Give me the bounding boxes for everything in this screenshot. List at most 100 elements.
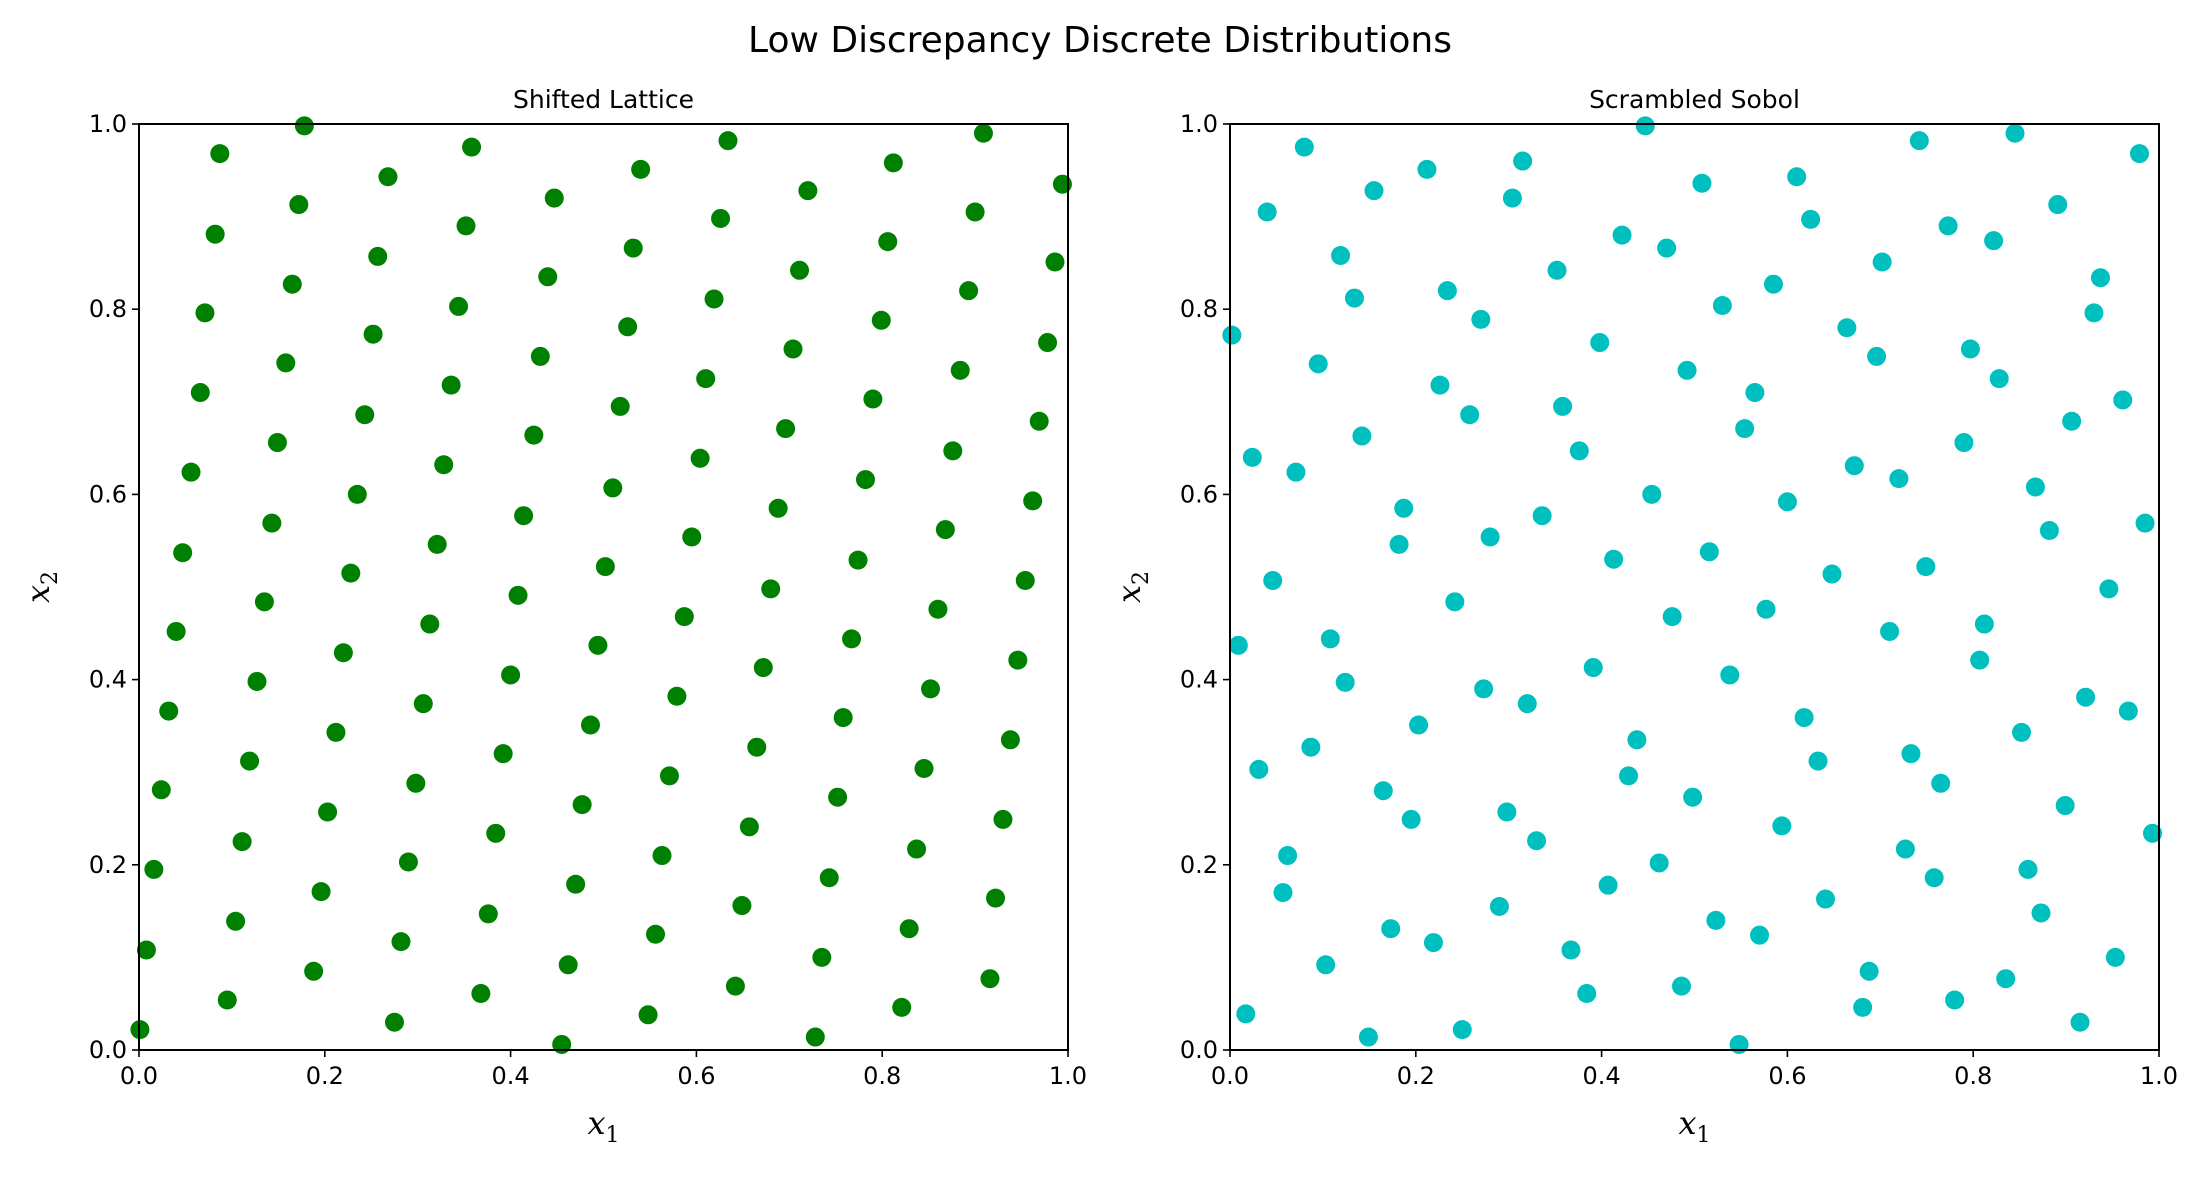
data-point — [1872, 252, 1892, 272]
data-point — [1612, 225, 1632, 245]
data-point — [2005, 123, 2025, 143]
data-point — [240, 751, 260, 771]
x-tick-label: 0.0 — [1211, 1062, 1249, 1090]
data-point — [1527, 831, 1547, 851]
data-point — [986, 888, 1006, 908]
data-point — [552, 1034, 572, 1054]
data-point — [1598, 875, 1618, 895]
x-tick-label: 0.8 — [1954, 1062, 1992, 1090]
data-point — [151, 780, 171, 800]
data-point — [254, 592, 274, 612]
data-point — [980, 969, 1000, 989]
y-tick-label: 0.4 — [89, 666, 127, 694]
data-point — [1683, 787, 1703, 807]
data-point — [1029, 411, 1049, 431]
data-point — [2142, 823, 2162, 843]
data-point — [406, 773, 426, 793]
data-point — [217, 990, 237, 1010]
data-point — [2135, 513, 2155, 533]
y-tick-label: 1.0 — [89, 110, 127, 138]
data-point — [1409, 715, 1429, 735]
data-point — [1023, 491, 1043, 511]
data-point — [462, 137, 482, 157]
data-point — [363, 324, 383, 344]
data-point — [718, 131, 738, 151]
y-tick-label: 0.6 — [89, 480, 127, 508]
data-point — [326, 722, 346, 742]
data-point — [413, 694, 433, 714]
data-point — [1895, 839, 1915, 859]
data-point — [1970, 650, 1990, 670]
data-point — [1532, 506, 1552, 526]
data-point — [753, 658, 773, 678]
data-point — [1358, 1027, 1378, 1047]
data-point — [136, 940, 156, 960]
subplot-title: Shifted Lattice — [513, 85, 694, 114]
data-point — [2018, 859, 2038, 879]
data-point — [659, 766, 679, 786]
data-point — [210, 144, 230, 164]
data-point — [638, 1005, 658, 1025]
data-point — [1699, 542, 1719, 562]
data-point — [195, 303, 215, 323]
data-point — [588, 635, 608, 655]
data-point — [1889, 469, 1909, 489]
subplot-title: Scrambled Sobol — [1589, 85, 1800, 114]
data-point — [434, 455, 454, 475]
data-point — [1756, 599, 1776, 619]
data-point — [2048, 195, 2068, 215]
y-tick-label: 0.8 — [89, 295, 127, 323]
data-point — [1257, 202, 1277, 222]
data-point — [935, 520, 955, 540]
data-point — [1844, 456, 1864, 476]
data-point — [544, 188, 564, 208]
data-point — [790, 260, 810, 280]
y-tick-label: 0.2 — [89, 851, 127, 879]
data-point — [1417, 159, 1437, 179]
data-point — [631, 159, 651, 179]
data-point — [1489, 896, 1509, 916]
data-point — [341, 563, 361, 583]
data-point — [1222, 325, 1242, 345]
data-point — [1423, 933, 1443, 953]
subplots: Shifted Lattice 0.0 0.2 0.4 0.6 0.8 1.0 0.0 0.2 0… — [19, 85, 2178, 1148]
data-point — [1745, 383, 1765, 403]
data-point — [1880, 621, 1900, 641]
data-point — [1052, 174, 1072, 194]
data-point — [378, 167, 398, 187]
data-point — [1547, 260, 1567, 280]
data-point — [1045, 252, 1065, 272]
data-point — [1394, 498, 1414, 518]
data-point — [456, 216, 476, 236]
data-point — [1763, 274, 1783, 294]
data-point — [1822, 564, 1842, 584]
x-tick-label: 0.2 — [306, 1062, 344, 1090]
subplot-1: Shifted Lattice 0.0 0.2 0.4 0.6 0.8 1.0 0.0 0.2 0… — [19, 85, 1087, 1148]
data-point — [878, 232, 898, 252]
data-point — [623, 238, 643, 258]
x-tick-label: 1.0 — [1049, 1062, 1087, 1090]
data-point — [1263, 571, 1283, 591]
data-point — [1712, 295, 1732, 315]
data-point — [1273, 883, 1293, 903]
x-tick-label: 0.6 — [677, 1062, 715, 1090]
data-point — [747, 737, 767, 757]
data-point — [1808, 751, 1828, 771]
data-point — [1513, 151, 1533, 171]
data-point — [1750, 925, 1770, 945]
data-point — [1286, 462, 1306, 482]
data-point — [1787, 167, 1807, 187]
data-point — [368, 246, 388, 266]
data-point — [725, 976, 745, 996]
data-point — [842, 629, 862, 649]
data-point — [798, 181, 818, 201]
data-point — [398, 852, 418, 872]
data-point — [833, 708, 853, 728]
data-point — [166, 621, 186, 641]
data-point — [449, 296, 469, 316]
data-point — [1038, 333, 1058, 353]
data-point — [355, 405, 375, 425]
data-point — [493, 744, 513, 764]
data-point — [973, 123, 993, 143]
